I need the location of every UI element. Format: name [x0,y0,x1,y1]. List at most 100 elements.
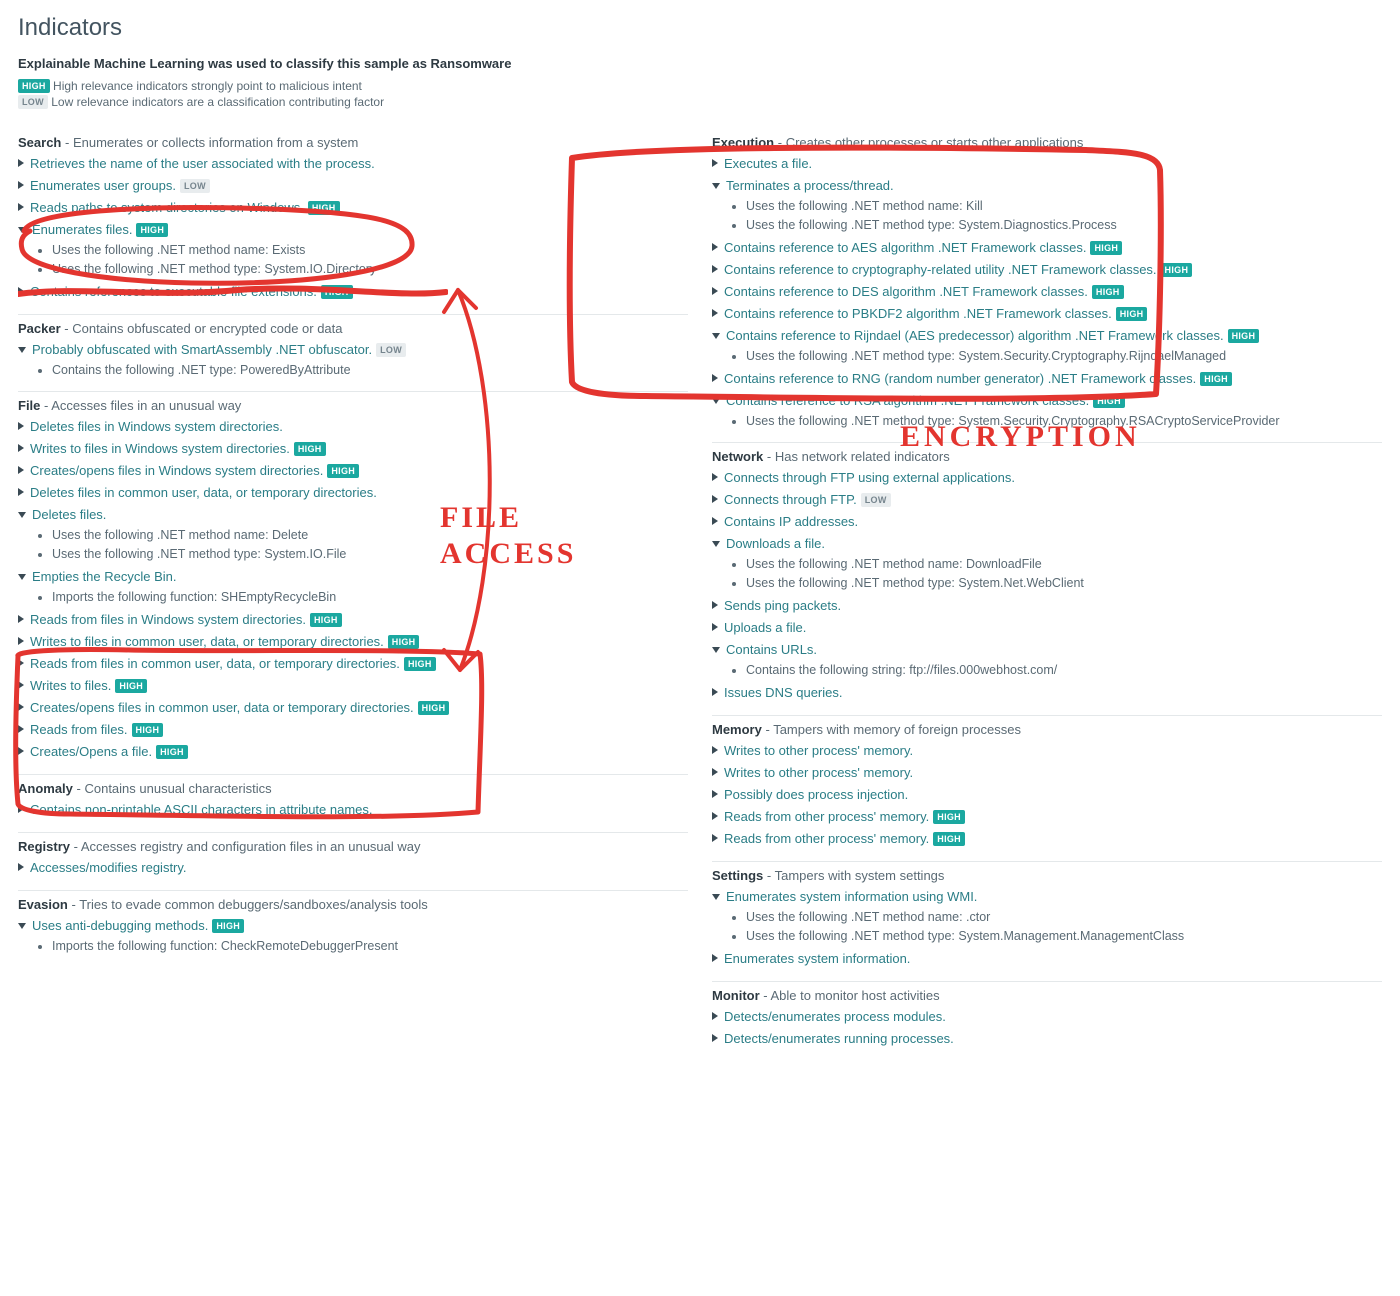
indicator-label[interactable]: Enumerates files.HIGH [32,221,168,239]
chevron-right-icon[interactable] [712,287,718,295]
indicator-row[interactable]: Enumerates system information using WMI. [712,887,1382,907]
chevron-right-icon[interactable] [18,659,24,667]
chevron-right-icon[interactable] [712,623,718,631]
indicator-row[interactable]: Sends ping packets. [712,596,1382,616]
chevron-down-icon[interactable] [712,333,720,339]
indicator-row[interactable]: Retrieves the name of the user associate… [18,154,688,174]
indicator-label[interactable]: Retrieves the name of the user associate… [30,155,375,173]
chevron-right-icon[interactable] [712,834,718,842]
indicator-label[interactable]: Downloads a file. [726,535,825,553]
indicator-label[interactable]: Contains references to executable file e… [30,283,353,301]
indicator-row[interactable]: Reads from files in Windows system direc… [18,610,688,630]
chevron-down-icon[interactable] [712,183,720,189]
indicator-row[interactable]: Enumerates files.HIGH [18,220,688,240]
indicator-label[interactable]: Probably obfuscated with SmartAssembly .… [32,341,406,359]
indicator-row[interactable]: Contains reference to AES algorithm .NET… [712,238,1382,258]
chevron-down-icon[interactable] [712,647,720,653]
indicator-row[interactable]: Contains non-printable ASCII characters … [18,800,688,820]
indicator-row[interactable]: Detects/enumerates process modules. [712,1007,1382,1027]
indicator-label[interactable]: Writes to other process' memory. [724,742,913,760]
indicator-row[interactable]: Downloads a file. [712,534,1382,554]
indicator-row[interactable]: Contains URLs. [712,640,1382,660]
indicator-row[interactable]: Contains reference to RNG (random number… [712,369,1382,389]
chevron-right-icon[interactable] [18,181,24,189]
indicator-label[interactable]: Reads from files in Windows system direc… [30,611,342,629]
indicator-row[interactable]: Contains reference to RSA algorithm .NET… [712,391,1382,411]
indicator-label[interactable]: Enumerates user groups.LOW [30,177,210,195]
indicator-row[interactable]: Writes to files.HIGH [18,676,688,696]
indicator-label[interactable]: Contains non-printable ASCII characters … [30,801,373,819]
chevron-down-icon[interactable] [18,923,26,929]
chevron-right-icon[interactable] [712,265,718,273]
chevron-right-icon[interactable] [712,495,718,503]
chevron-right-icon[interactable] [18,805,24,813]
chevron-right-icon[interactable] [712,954,718,962]
chevron-right-icon[interactable] [18,637,24,645]
indicator-label[interactable]: Reads paths to system directories on Win… [30,199,340,217]
chevron-right-icon[interactable] [18,422,24,430]
chevron-right-icon[interactable] [18,681,24,689]
indicator-label[interactable]: Sends ping packets. [724,597,841,615]
chevron-right-icon[interactable] [712,688,718,696]
chevron-down-icon[interactable] [712,541,720,547]
indicator-label[interactable]: Detects/enumerates running processes. [724,1030,954,1048]
indicator-row[interactable]: Executes a file. [712,154,1382,174]
indicator-row[interactable]: Writes to files in Windows system direct… [18,439,688,459]
chevron-right-icon[interactable] [712,309,718,317]
chevron-right-icon[interactable] [18,466,24,474]
chevron-down-icon[interactable] [712,894,720,900]
indicator-label[interactable]: Possibly does process injection. [724,786,908,804]
indicator-label[interactable]: Empties the Recycle Bin. [32,568,177,586]
chevron-right-icon[interactable] [712,790,718,798]
indicator-label[interactable]: Contains reference to RNG (random number… [724,370,1232,388]
indicator-label[interactable]: Reads from files in common user, data, o… [30,655,436,673]
indicator-label[interactable]: Creates/opens files in common user, data… [30,699,449,717]
indicator-label[interactable]: Connects through FTP using external appl… [724,469,1015,487]
indicator-label[interactable]: Terminates a process/thread. [726,177,894,195]
chevron-right-icon[interactable] [18,747,24,755]
indicator-label[interactable]: Contains reference to PBKDF2 algorithm .… [724,305,1147,323]
indicator-label[interactable]: Detects/enumerates process modules. [724,1008,946,1026]
indicator-label[interactable]: Contains reference to Rijndael (AES pred… [726,327,1259,345]
indicator-label[interactable]: Writes to files.HIGH [30,677,147,695]
indicator-row[interactable]: Writes to other process' memory. [712,763,1382,783]
indicator-row[interactable]: Possibly does process injection. [712,785,1382,805]
chevron-right-icon[interactable] [18,488,24,496]
indicator-label[interactable]: Enumerates system information. [724,950,910,968]
indicator-row[interactable]: Deletes files. [18,505,688,525]
chevron-right-icon[interactable] [712,374,718,382]
chevron-right-icon[interactable] [712,473,718,481]
indicator-row[interactable]: Creates/Opens a file.HIGH [18,742,688,762]
chevron-right-icon[interactable] [712,746,718,754]
chevron-down-icon[interactable] [712,398,720,404]
chevron-down-icon[interactable] [18,574,26,580]
indicator-label[interactable]: Uses anti-debugging methods.HIGH [32,917,244,935]
chevron-right-icon[interactable] [712,243,718,251]
indicator-label[interactable]: Writes to files in Windows system direct… [30,440,326,458]
chevron-right-icon[interactable] [18,725,24,733]
indicator-label[interactable]: Writes to other process' memory. [724,764,913,782]
indicator-label[interactable]: Contains reference to AES algorithm .NET… [724,239,1122,257]
chevron-down-icon[interactable] [18,227,26,233]
indicator-row[interactable]: Probably obfuscated with SmartAssembly .… [18,340,688,360]
indicator-label[interactable]: Reads from other process' memory.HIGH [724,830,965,848]
indicator-row[interactable]: Uses anti-debugging methods.HIGH [18,916,688,936]
indicator-row[interactable]: Contains IP addresses. [712,512,1382,532]
chevron-right-icon[interactable] [18,615,24,623]
chevron-right-icon[interactable] [18,203,24,211]
indicator-label[interactable]: Deletes files in Windows system director… [30,418,283,436]
indicator-label[interactable]: Contains reference to DES algorithm .NET… [724,283,1124,301]
indicator-label[interactable]: Enumerates system information using WMI. [726,888,977,906]
indicator-row[interactable]: Writes to other process' memory. [712,741,1382,761]
indicator-row[interactable]: Contains reference to PBKDF2 algorithm .… [712,304,1382,324]
chevron-right-icon[interactable] [18,444,24,452]
indicator-row[interactable]: Contains references to executable file e… [18,282,688,302]
chevron-down-icon[interactable] [18,512,26,518]
indicator-row[interactable]: Contains reference to Rijndael (AES pred… [712,326,1382,346]
indicator-row[interactable]: Contains reference to cryptography-relat… [712,260,1382,280]
chevron-right-icon[interactable] [18,863,24,871]
chevron-right-icon[interactable] [712,1034,718,1042]
indicator-row[interactable]: Contains reference to DES algorithm .NET… [712,282,1382,302]
chevron-right-icon[interactable] [18,703,24,711]
indicator-row[interactable]: Creates/opens files in Windows system di… [18,461,688,481]
